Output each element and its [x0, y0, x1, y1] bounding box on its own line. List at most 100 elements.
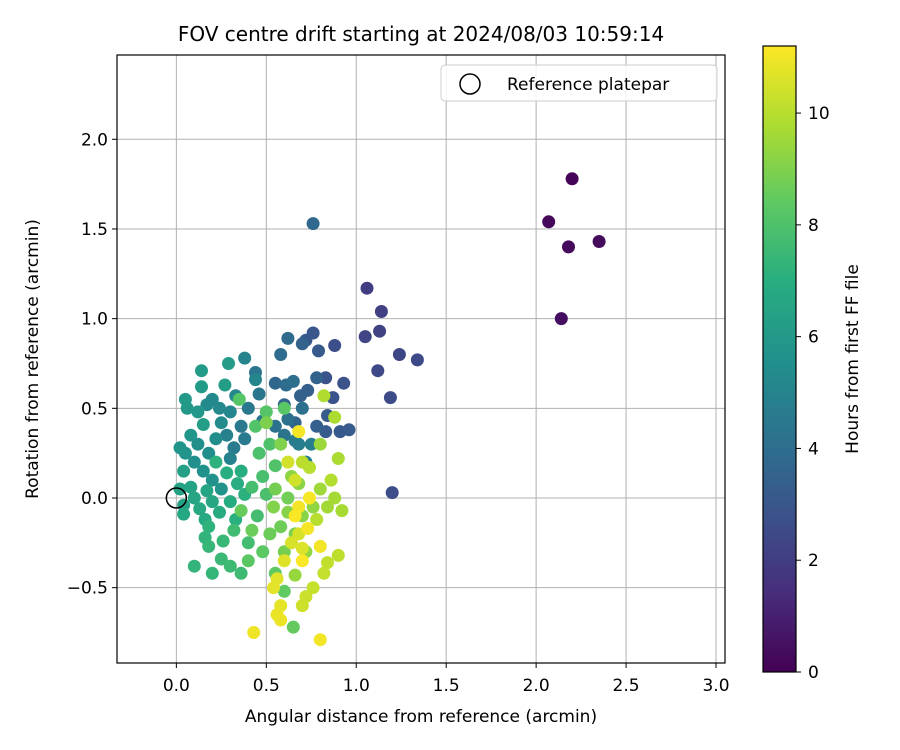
data-point: [250, 509, 264, 523]
data-point: [252, 387, 266, 401]
data-point: [286, 374, 300, 388]
chart-title: FOV centre drift starting at 2024/08/03 …: [178, 22, 664, 46]
data-point: [292, 437, 306, 451]
data-point: [358, 330, 372, 344]
data-point: [286, 620, 300, 634]
data-point: [202, 446, 216, 460]
data-point: [216, 534, 230, 548]
data-point: [288, 473, 302, 487]
data-point: [310, 513, 324, 526]
data-point: [214, 482, 228, 496]
data-point: [295, 541, 309, 555]
data-point: [277, 554, 291, 568]
legend: Reference platepar: [440, 64, 718, 102]
data-point: [274, 613, 288, 627]
data-point: [554, 312, 568, 326]
y-tick-label: 0.5: [81, 399, 108, 419]
data-point: [223, 495, 237, 509]
data-point: [205, 495, 219, 509]
colorbar-tick-label: 4: [808, 439, 819, 459]
data-point: [256, 545, 270, 559]
data-point: [277, 584, 291, 598]
data-point: [277, 401, 291, 415]
data-point: [295, 599, 309, 613]
y-axis-ticks: −0.5 0.0 0.5 1.0 1.5 2.0: [67, 130, 117, 599]
data-point: [191, 405, 205, 419]
data-point: [288, 568, 302, 582]
data-point: [200, 398, 214, 412]
data-point: [313, 437, 327, 451]
data-point: [252, 446, 266, 460]
data-point: [213, 505, 226, 519]
x-tick-label: 0.5: [253, 676, 280, 696]
data-point: [301, 522, 315, 535]
x-tick-label: 1.0: [343, 676, 370, 696]
data-point: [295, 554, 309, 568]
data-point: [313, 633, 327, 647]
x-tick-label: 2.5: [613, 676, 640, 696]
colorbar-frame: [762, 45, 797, 673]
data-point: [306, 581, 320, 595]
data-point: [234, 464, 248, 478]
data-point: [202, 539, 216, 553]
data-point: [234, 504, 248, 518]
data-point: [196, 418, 210, 431]
data-point: [222, 357, 235, 370]
data-point: [193, 502, 207, 516]
data-point: [205, 473, 219, 487]
data-point: [277, 545, 291, 559]
data-point: [205, 566, 219, 580]
data-point: [310, 419, 324, 433]
data-point: [274, 437, 288, 451]
data-point: [256, 470, 270, 483]
x-tick-label: 3.0: [702, 676, 729, 696]
data-point: [241, 554, 255, 568]
data-point: [331, 452, 345, 465]
data-point: [214, 552, 228, 566]
grid: [117, 55, 725, 663]
legend-label: Reference platepar: [507, 75, 669, 95]
data-point: [259, 416, 273, 430]
data-point: [281, 491, 295, 505]
colorbar: 0 2 4 6 8 10 Hours from first FF file: [762, 45, 863, 683]
legend-box: [440, 64, 718, 102]
data-point: [177, 507, 191, 521]
data-point: [184, 480, 198, 494]
data-point: [241, 536, 255, 550]
data-point: [218, 378, 232, 392]
data-point: [214, 416, 228, 430]
data-point: [292, 425, 306, 439]
data-point: [371, 364, 385, 378]
data-point: [268, 482, 282, 496]
data-point: [263, 527, 277, 541]
data-point: [268, 376, 282, 390]
x-tick-label: 0.0: [163, 676, 190, 696]
colorbar-tick-label: 2: [808, 551, 819, 571]
data-point: [268, 459, 282, 473]
data-point: [184, 428, 198, 442]
data-point: [187, 559, 201, 573]
data-point: [374, 305, 388, 318]
data-point: [295, 401, 309, 415]
y-tick-label: 1.0: [81, 310, 108, 330]
data-point: [295, 337, 309, 351]
data-point: [234, 419, 248, 433]
data-points: [173, 172, 606, 647]
data-point: [410, 353, 424, 367]
data-point: [249, 373, 262, 387]
data-point: [337, 376, 351, 390]
data-point: [213, 401, 226, 415]
data-point: [313, 482, 327, 496]
data-point: [321, 556, 334, 570]
plot-frame: [116, 54, 726, 664]
x-tick-label: 1.5: [433, 676, 460, 696]
data-point: [592, 235, 606, 248]
y-tick-label: −0.5: [67, 579, 108, 599]
data-point: [319, 371, 333, 385]
data-point: [542, 215, 556, 229]
colorbar-gradient: [763, 46, 796, 672]
y-tick-label: 2.0: [81, 130, 108, 150]
data-point: [227, 523, 241, 537]
data-point: [209, 455, 223, 469]
